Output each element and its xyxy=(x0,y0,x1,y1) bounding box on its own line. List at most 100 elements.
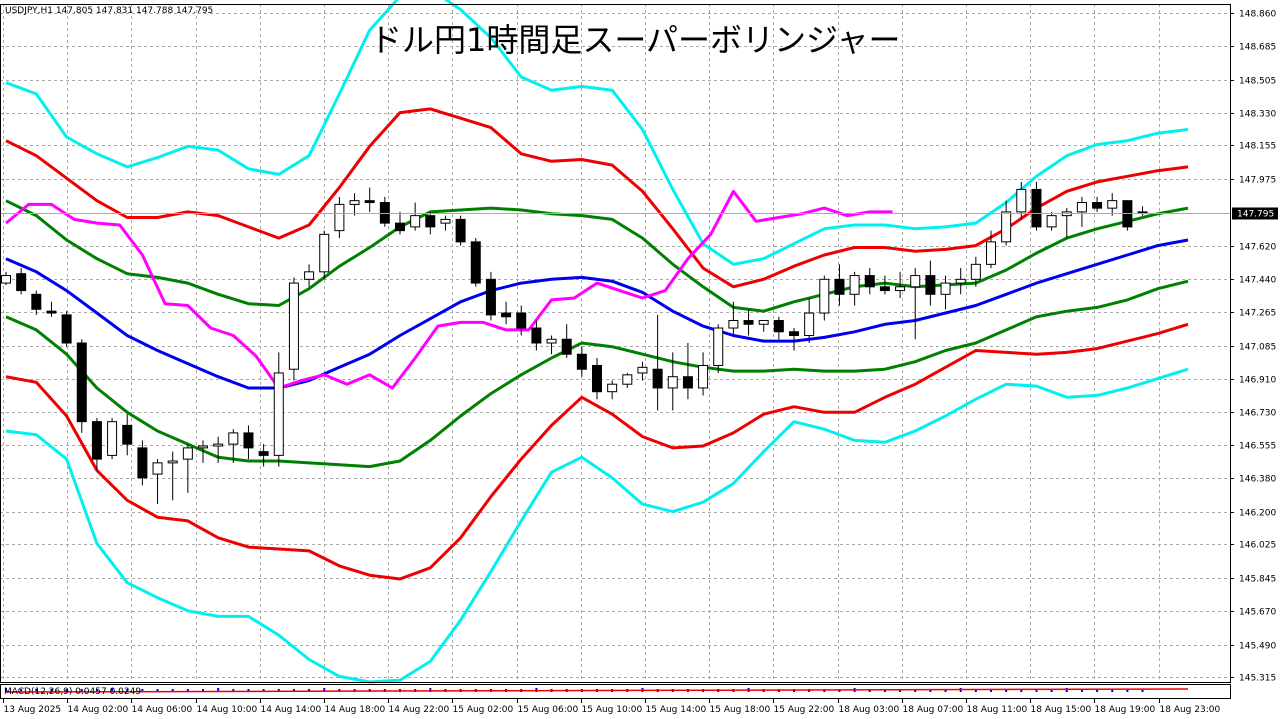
candle xyxy=(349,193,360,216)
candle xyxy=(955,268,966,295)
x-tick-label: 15 Aug 06:00 xyxy=(518,705,579,715)
candle xyxy=(834,264,845,306)
x-tick-label: 14 Aug 14:00 xyxy=(261,705,322,715)
candle xyxy=(1137,206,1148,216)
candle-body xyxy=(970,263,981,280)
candle-body xyxy=(395,222,405,232)
candle xyxy=(773,316,784,340)
chart-title: ドル円1時間足スーパーボリンジャー xyxy=(370,21,900,59)
candle xyxy=(698,352,709,396)
y-tick-label: 148.505 xyxy=(1239,77,1276,87)
x-tick-label: 15 Aug 18:00 xyxy=(710,705,771,715)
candle xyxy=(243,425,254,460)
y-tick-label: 145.490 xyxy=(1239,642,1276,652)
candle-body xyxy=(1107,200,1118,209)
candle-body xyxy=(213,443,224,447)
candle xyxy=(910,268,921,340)
macd-bar xyxy=(202,689,204,692)
candle xyxy=(819,275,830,321)
macd-bar xyxy=(65,689,68,692)
macd-bar xyxy=(111,688,114,692)
x-tick-label: 15 Aug 10:00 xyxy=(582,705,643,715)
y-tick-label: 146.025 xyxy=(1239,541,1276,551)
y-tick-label: 146.200 xyxy=(1239,509,1276,519)
candle xyxy=(304,264,315,287)
series-upper3 xyxy=(5,0,1189,266)
candle xyxy=(986,230,996,269)
candle-body xyxy=(410,215,421,228)
candle-body xyxy=(425,215,436,228)
candle xyxy=(1,271,11,285)
candle-body xyxy=(198,445,208,449)
x-tick-label: 18 Aug 23:00 xyxy=(1160,705,1221,715)
candle-body xyxy=(789,331,799,337)
candle xyxy=(637,361,648,381)
y-tick-label: 148.155 xyxy=(1239,142,1276,152)
y-tick-label: 146.555 xyxy=(1239,442,1276,452)
candle xyxy=(16,268,27,295)
macd-bar xyxy=(944,689,947,692)
candle xyxy=(91,417,102,471)
y-tick-label: 146.730 xyxy=(1239,409,1276,419)
candle-body xyxy=(91,421,102,460)
candle xyxy=(925,260,936,306)
candle-body xyxy=(1031,188,1042,228)
candle xyxy=(1031,181,1042,231)
macd-histogram xyxy=(5,688,1189,693)
y-tick-label: 146.910 xyxy=(1239,376,1276,386)
candle xyxy=(273,352,284,467)
candle-body xyxy=(592,364,602,393)
candle-body xyxy=(440,218,451,224)
candle-body xyxy=(637,366,648,374)
macd-bar xyxy=(1111,689,1114,692)
candle-body xyxy=(243,432,254,449)
candle-body xyxy=(728,320,739,329)
candle-body xyxy=(16,273,27,292)
candle-body xyxy=(1137,211,1148,214)
candle-body xyxy=(334,203,345,232)
candle xyxy=(107,417,118,460)
candle-body xyxy=(349,200,360,205)
candle xyxy=(879,275,890,295)
candle-body xyxy=(879,286,890,292)
macd-bar xyxy=(914,689,917,692)
candle xyxy=(395,211,405,235)
candle-body xyxy=(122,424,133,445)
series-lower3 xyxy=(5,367,1189,684)
x-tick-label: 18 Aug 11:00 xyxy=(967,705,1028,715)
candle xyxy=(410,202,421,231)
candle xyxy=(1001,200,1012,246)
indicator-info: MACD(12,26,9) 0.0457 0.0249 xyxy=(4,687,141,697)
candle-body xyxy=(1092,202,1103,209)
candle-body xyxy=(137,447,148,479)
candle-body xyxy=(698,364,709,389)
candles xyxy=(1,181,1148,505)
candle-body xyxy=(576,353,587,370)
candle-body xyxy=(1076,202,1087,213)
x-tick-label: 14 Aug 22:00 xyxy=(389,705,450,715)
candle-body xyxy=(652,368,663,389)
macd-bar xyxy=(262,689,265,692)
candle xyxy=(319,230,330,280)
candle-body xyxy=(531,327,542,344)
macd-bar xyxy=(156,689,159,692)
series-lagging xyxy=(5,189,893,390)
candle xyxy=(743,309,754,336)
candle xyxy=(76,339,87,433)
candle-body xyxy=(607,383,618,393)
candle xyxy=(182,444,193,493)
candle-body xyxy=(516,312,527,329)
macd-bar xyxy=(5,688,7,692)
candle xyxy=(152,459,163,505)
candle xyxy=(485,271,496,321)
candle-body xyxy=(470,241,481,284)
candle xyxy=(61,311,72,347)
candle xyxy=(1046,211,1057,231)
y-tick-label: 147.975 xyxy=(1239,176,1276,186)
macd-bar xyxy=(232,689,235,692)
candle xyxy=(970,256,981,287)
candle-body xyxy=(773,320,784,333)
y-tick-label: 145.845 xyxy=(1239,575,1276,585)
y-tick-label: 147.620 xyxy=(1239,243,1276,253)
grid xyxy=(0,4,1230,682)
